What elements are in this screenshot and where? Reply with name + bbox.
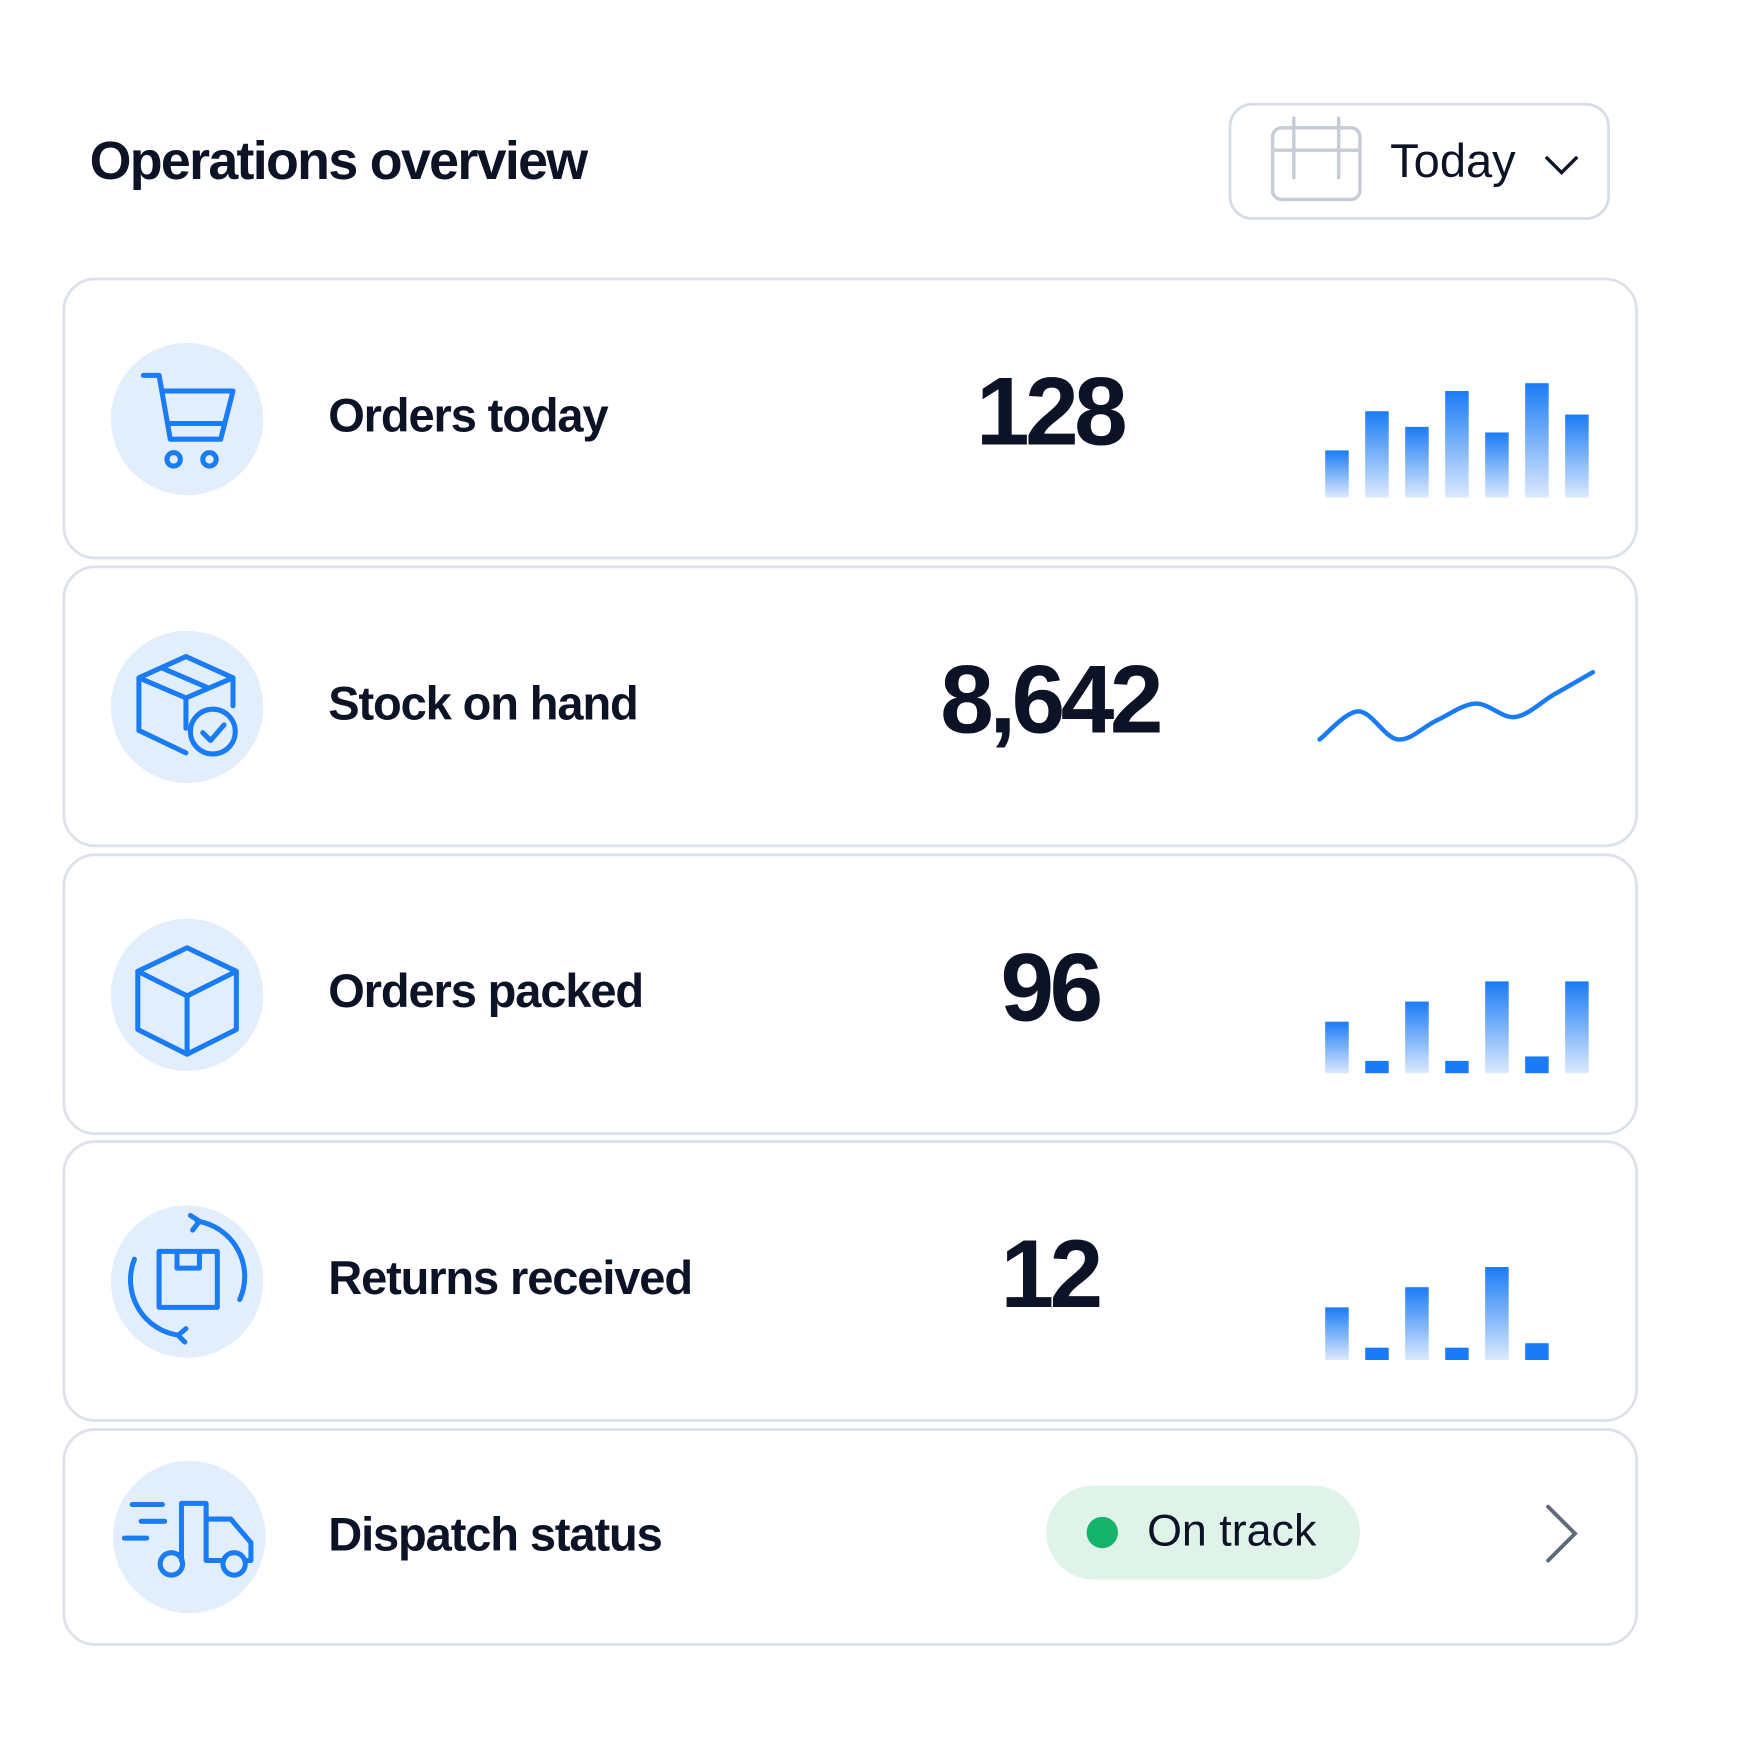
spark-bar (1405, 1001, 1429, 1074)
calendar-icon (1270, 116, 1362, 202)
cart-wheel (200, 450, 219, 469)
spark-bar (1445, 391, 1469, 498)
cube-icon (135, 945, 239, 1057)
date-dropdown[interactable]: Today (1228, 102, 1611, 220)
spark-bar (1365, 1060, 1389, 1074)
card-value: 12 (1001, 1221, 1100, 1328)
cart-icon (140, 372, 236, 442)
spark-bar (1565, 981, 1589, 1074)
dispatch-label: Dispatch status (328, 1508, 661, 1561)
spark-bar (1565, 414, 1589, 498)
card-value: 8,642 (940, 646, 1160, 753)
dropdown-frame[interactable] (1228, 102, 1611, 220)
spark-bar (1485, 432, 1509, 498)
card-label: Stock on hand (328, 676, 637, 729)
spark-bar (1485, 981, 1509, 1074)
cart-wheel (164, 450, 183, 469)
card-label: Orders packed (328, 964, 643, 1017)
card (62, 277, 1639, 560)
status-dot (1086, 1516, 1118, 1549)
check-circle (187, 706, 238, 757)
return-box (156, 1248, 220, 1310)
spark-bar (1445, 1060, 1469, 1074)
spark-bar (1405, 426, 1429, 498)
truck-wheel (220, 1550, 248, 1578)
card[interactable] (62, 1428, 1639, 1646)
dispatch-row[interactable]: Dispatch status On track (62, 1428, 1639, 1646)
card (62, 853, 1639, 1136)
dropdown-label[interactable]: Today (1390, 134, 1516, 187)
spark-bar (1525, 383, 1549, 498)
spark-bar (1445, 1347, 1469, 1361)
return-box-tape (174, 1248, 202, 1271)
chevron-right (1546, 1504, 1578, 1563)
status-pill (1046, 1485, 1360, 1580)
stock-icon (136, 653, 236, 756)
card (62, 1140, 1639, 1422)
page-title: Operations overview (90, 131, 589, 191)
truck-icon (121, 1500, 254, 1564)
truck-wheel (157, 1550, 186, 1578)
card-value: 128 (976, 358, 1125, 465)
spark-bar (1325, 450, 1349, 498)
spark-bar (1525, 1343, 1549, 1361)
spark-bar (1405, 1287, 1429, 1361)
spark-bar (1365, 411, 1389, 498)
icon-bg (110, 342, 264, 496)
card (62, 565, 1639, 848)
icons (121, 372, 254, 1578)
icon-bg (110, 1205, 264, 1358)
spark-bar (1485, 1267, 1509, 1361)
spark-bar (1325, 1021, 1349, 1074)
card-value: 96 (1001, 934, 1101, 1041)
spark-bar (1365, 1347, 1389, 1361)
return-arrows (128, 1212, 248, 1345)
check-mark (200, 722, 227, 744)
card-label: Returns received (328, 1251, 692, 1304)
status-label: On track (1147, 1505, 1317, 1555)
spark-line (1317, 669, 1596, 742)
card-label: Orders today (328, 388, 608, 441)
chevron-down (1544, 155, 1579, 175)
spark-bar (1325, 1307, 1349, 1361)
spark-bar (1525, 1056, 1549, 1074)
